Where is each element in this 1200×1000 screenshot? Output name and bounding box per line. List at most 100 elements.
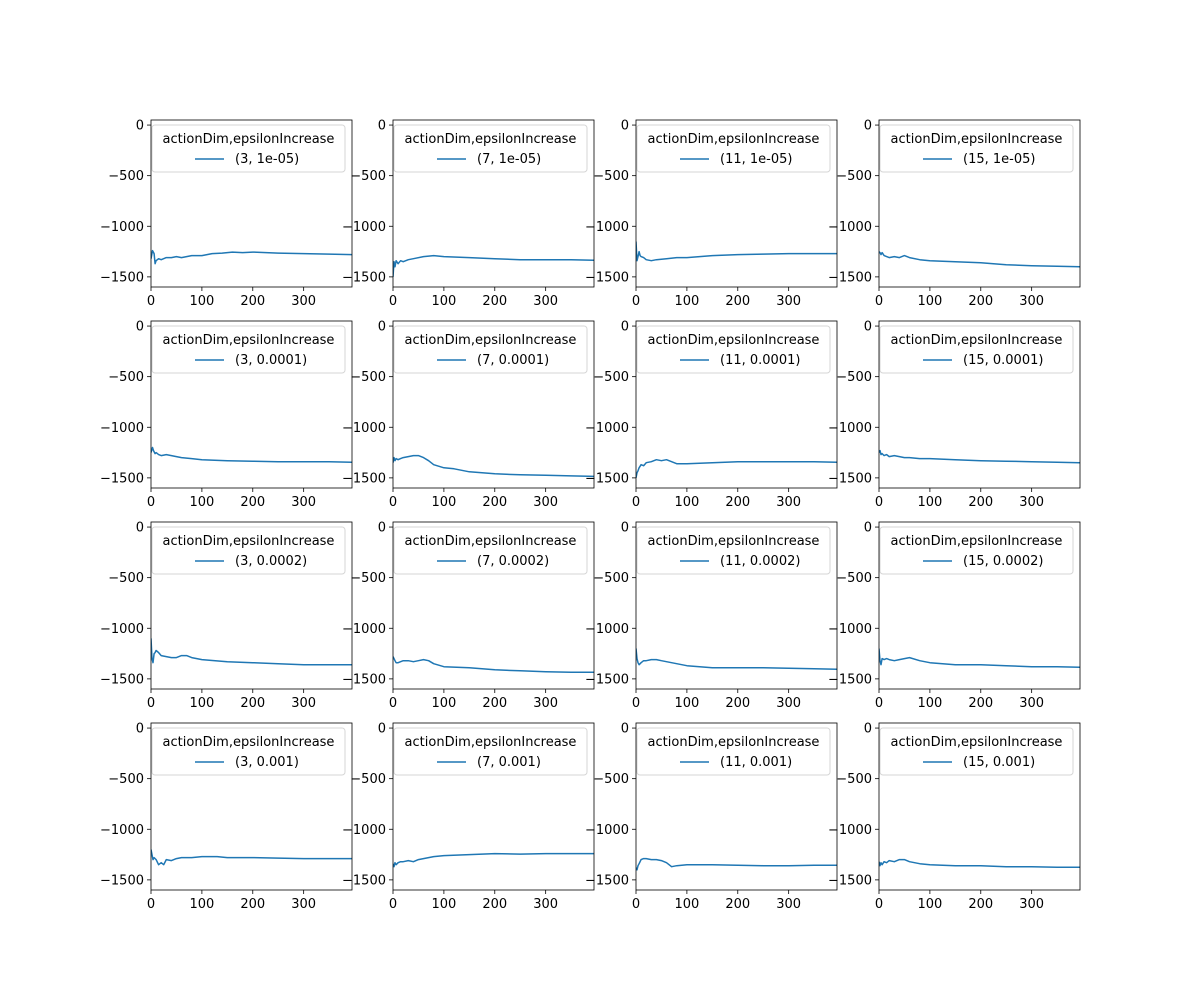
legend: actionDim,epsilonIncrease (11, 0.001) xyxy=(636,727,831,776)
axes-frame xyxy=(878,722,1081,891)
x-tick-label: 100 xyxy=(917,696,942,711)
x-tick-label: 0 xyxy=(147,495,155,510)
y-tick-label: −500 xyxy=(836,571,872,586)
legend-box xyxy=(636,325,831,374)
legend: actionDim,epsilonIncrease (11, 1e-05) xyxy=(636,124,831,173)
x-tick-label: 200 xyxy=(482,696,507,711)
legend: actionDim,epsilonIncrease (7, 0.001) xyxy=(393,727,588,776)
y-tick-label: −1000 xyxy=(100,421,144,436)
x-tick-label: 300 xyxy=(533,294,558,309)
y-tick-label: 0 xyxy=(621,320,629,335)
x-tick-label: 0 xyxy=(389,897,397,912)
series-line xyxy=(636,241,837,262)
legend-box xyxy=(151,124,346,173)
series-line xyxy=(151,446,352,463)
legend-title: actionDim,epsilonIncrease xyxy=(648,735,820,750)
legend: actionDim,epsilonIncrease (11, 0.0002) xyxy=(636,526,831,575)
legend-label: (7, 0.0001) xyxy=(477,353,549,368)
x-tick-label: 0 xyxy=(389,495,397,510)
legend-label: (3, 1e-05) xyxy=(235,152,299,167)
y-tick-label: 0 xyxy=(378,722,386,737)
legend: actionDim,epsilonIncrease (7, 0.0002) xyxy=(393,526,588,575)
y-tick-label: 0 xyxy=(136,119,144,134)
y-tick-label: 0 xyxy=(136,722,144,737)
subplot-15: 0 100 200 300 0 −500 −1000 −1500 actionDim,epsil… xyxy=(585,722,838,912)
x-tick-label: 0 xyxy=(147,696,155,711)
y-tick-label: −1000 xyxy=(585,220,629,235)
y-tick-label: −500 xyxy=(836,772,872,787)
legend-box xyxy=(151,727,346,776)
y-tick-label: 0 xyxy=(864,722,872,737)
axes-frame xyxy=(392,521,595,690)
series-line xyxy=(393,454,594,478)
series-line xyxy=(393,656,594,674)
legend: actionDim,epsilonIncrease (11, 0.0001) xyxy=(636,325,831,374)
legend-title: actionDim,epsilonIncrease xyxy=(648,132,820,147)
legend: actionDim,epsilonIncrease (7, 1e-05) xyxy=(393,124,588,173)
y-tick-label: −500 xyxy=(593,571,629,586)
legend-box xyxy=(393,526,588,575)
legend-title: actionDim,epsilonIncrease xyxy=(891,333,1063,348)
series-line xyxy=(636,458,837,479)
axes-frame xyxy=(635,119,838,288)
legend-box xyxy=(393,325,588,374)
legend-label: (15, 0.001) xyxy=(963,755,1035,770)
x-tick-label: 200 xyxy=(968,696,993,711)
y-tick-label: 0 xyxy=(378,320,386,335)
legend-label: (7, 0.0002) xyxy=(477,554,549,569)
axes-frame xyxy=(150,722,353,891)
y-tick-label: 0 xyxy=(621,722,629,737)
legend-label: (7, 0.001) xyxy=(477,755,541,770)
x-tick-label: 200 xyxy=(240,696,265,711)
legend: actionDim,epsilonIncrease (3, 1e-05) xyxy=(151,124,346,173)
x-tick-label: 100 xyxy=(189,696,214,711)
x-tick-label: 300 xyxy=(776,495,801,510)
x-tick-label: 200 xyxy=(482,897,507,912)
legend: actionDim,epsilonIncrease (15, 0.001) xyxy=(879,727,1074,776)
y-tick-label: −1500 xyxy=(342,873,386,888)
x-tick-label: 300 xyxy=(533,696,558,711)
y-tick-label: −500 xyxy=(350,169,386,184)
y-tick-label: −1500 xyxy=(342,270,386,285)
series-line xyxy=(151,638,352,666)
x-tick-label: 0 xyxy=(875,495,883,510)
y-tick-label: −500 xyxy=(350,571,386,586)
legend-title: actionDim,epsilonIncrease xyxy=(163,735,335,750)
axes-frame xyxy=(635,521,838,690)
y-tick-label: −500 xyxy=(108,169,144,184)
x-tick-label: 100 xyxy=(431,897,456,912)
y-tick-label: −500 xyxy=(108,772,144,787)
y-tick-label: −1000 xyxy=(342,421,386,436)
subplot-8: 0 100 200 300 0 −500 −1000 −1500 actionDim,epsil… xyxy=(828,320,1081,510)
x-tick-label: 300 xyxy=(533,897,558,912)
x-tick-label: 0 xyxy=(632,495,640,510)
x-tick-label: 200 xyxy=(482,294,507,309)
x-tick-label: 100 xyxy=(674,495,699,510)
legend: actionDim,epsilonIncrease (15, 0.0001) xyxy=(879,325,1074,374)
y-tick-label: −500 xyxy=(350,772,386,787)
x-tick-label: 300 xyxy=(1019,495,1044,510)
x-tick-label: 100 xyxy=(917,294,942,309)
subplot-1: 0 100 200 300 0 −500 −1000 −1500 actionDim,epsil… xyxy=(100,119,353,309)
subplot-2: 0 100 200 300 0 −500 −1000 −1500 actionDim,epsil… xyxy=(342,119,595,309)
y-tick-label: −1000 xyxy=(828,823,872,838)
subplot-12: 0 100 200 300 0 −500 −1000 −1500 actionDim,epsil… xyxy=(828,521,1081,711)
y-tick-label: −1500 xyxy=(828,471,872,486)
legend-title: actionDim,epsilonIncrease xyxy=(891,534,1063,549)
legend-box xyxy=(879,727,1074,776)
axes-frame xyxy=(878,119,1081,288)
subplot-5: 0 100 200 300 0 −500 −1000 −1500 actionDim,epsil… xyxy=(100,320,353,510)
x-tick-label: 300 xyxy=(1019,897,1044,912)
y-tick-label: −1500 xyxy=(585,270,629,285)
x-tick-label: 300 xyxy=(776,294,801,309)
y-tick-label: −500 xyxy=(836,370,872,385)
x-tick-label: 300 xyxy=(291,897,316,912)
legend-box xyxy=(636,727,831,776)
x-tick-label: 300 xyxy=(291,696,316,711)
y-tick-label: −1500 xyxy=(100,672,144,687)
y-tick-label: −1000 xyxy=(342,220,386,235)
axes-frame xyxy=(635,320,838,489)
x-tick-label: 200 xyxy=(725,897,750,912)
x-tick-label: 200 xyxy=(725,495,750,510)
